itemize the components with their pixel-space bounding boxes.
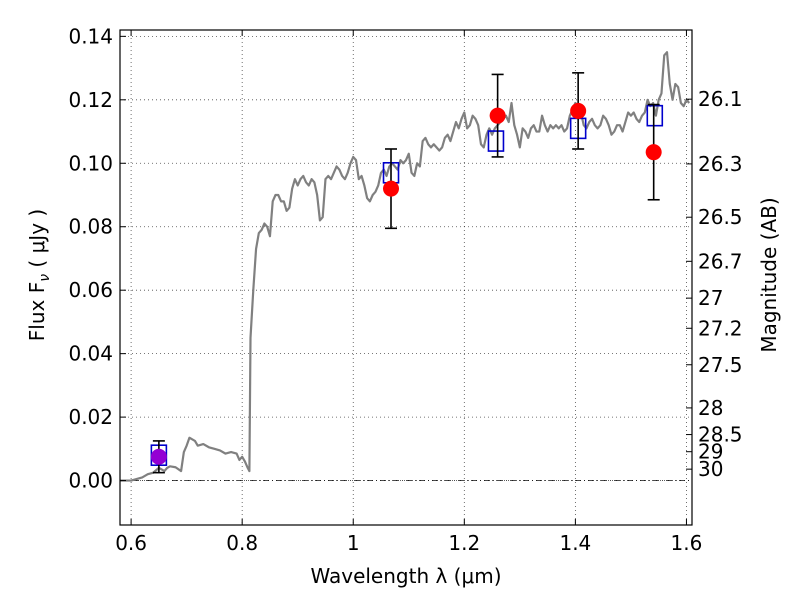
- model-spectrum-line: [120, 51, 691, 482]
- right-tick-label: 29: [698, 440, 723, 464]
- y-tick-label: 0.04: [68, 342, 113, 366]
- observed-photometry-point: [570, 102, 587, 119]
- x-tick-label: 1.2: [448, 531, 480, 555]
- plot-frame: [119, 29, 693, 526]
- y-tick-label: 0.14: [68, 24, 113, 48]
- right-axis-label: Magnitude (AB): [757, 197, 781, 352]
- y-tick-label: 0.12: [68, 88, 113, 112]
- right-tick-label: 28: [698, 396, 723, 420]
- y-axis-label: Flux Fν ( μJy ): [25, 209, 53, 341]
- right-tick-label: 30: [698, 457, 723, 481]
- observed-photometry-point: [489, 107, 506, 124]
- x-axis-label: Wavelength λ (μm): [310, 564, 501, 588]
- y-axis-label-main: Flux F: [25, 282, 49, 341]
- x-tick-label: 0.8: [226, 531, 258, 555]
- observed-photometry-point: [645, 144, 662, 161]
- observed-photometry-circles: [150, 102, 662, 465]
- model-spectrum: [120, 51, 691, 482]
- model-photometry-square: [487, 130, 505, 152]
- right-tick-label: 26.1: [698, 87, 743, 111]
- right-tick-label: 27: [698, 286, 723, 310]
- x-tick-label: 0.6: [115, 531, 147, 555]
- grid-lines: [120, 30, 692, 525]
- y-tick-label: 0.00: [68, 469, 113, 493]
- right-tick-label: 27.2: [698, 316, 743, 340]
- right-tick-label: 26.7: [698, 249, 743, 273]
- y-axis-ticks: 0.00 0.02 0.04 0.06 0.08 0.10 0.12 0.14: [68, 24, 126, 493]
- y-axis-label-unit: ( μJy ): [25, 209, 49, 274]
- x-axis-ticks: 0.6 0.8 1 1.2 1.4 1.6: [115, 30, 702, 555]
- y-tick-label: 0.06: [68, 278, 113, 302]
- right-tick-label: 26.3: [698, 152, 743, 176]
- observed-photometry-point: [150, 448, 167, 465]
- x-tick-label: 1.4: [559, 531, 591, 555]
- right-tick-label: 26.5: [698, 205, 743, 229]
- model-photometry-square: [646, 104, 664, 127]
- y-tick-label: 0.10: [68, 151, 113, 175]
- right-tick-label: 28.5: [698, 423, 743, 447]
- x-tick-label: 1.6: [671, 531, 703, 555]
- observed-photometry-point: [383, 180, 400, 197]
- y-tick-label: 0.08: [68, 215, 113, 239]
- y-axis-label-subscript: ν: [37, 274, 53, 282]
- x-tick-label: 1: [347, 531, 360, 555]
- right-tick-label: 27.5: [698, 353, 743, 377]
- y-tick-label: 0.02: [68, 405, 113, 429]
